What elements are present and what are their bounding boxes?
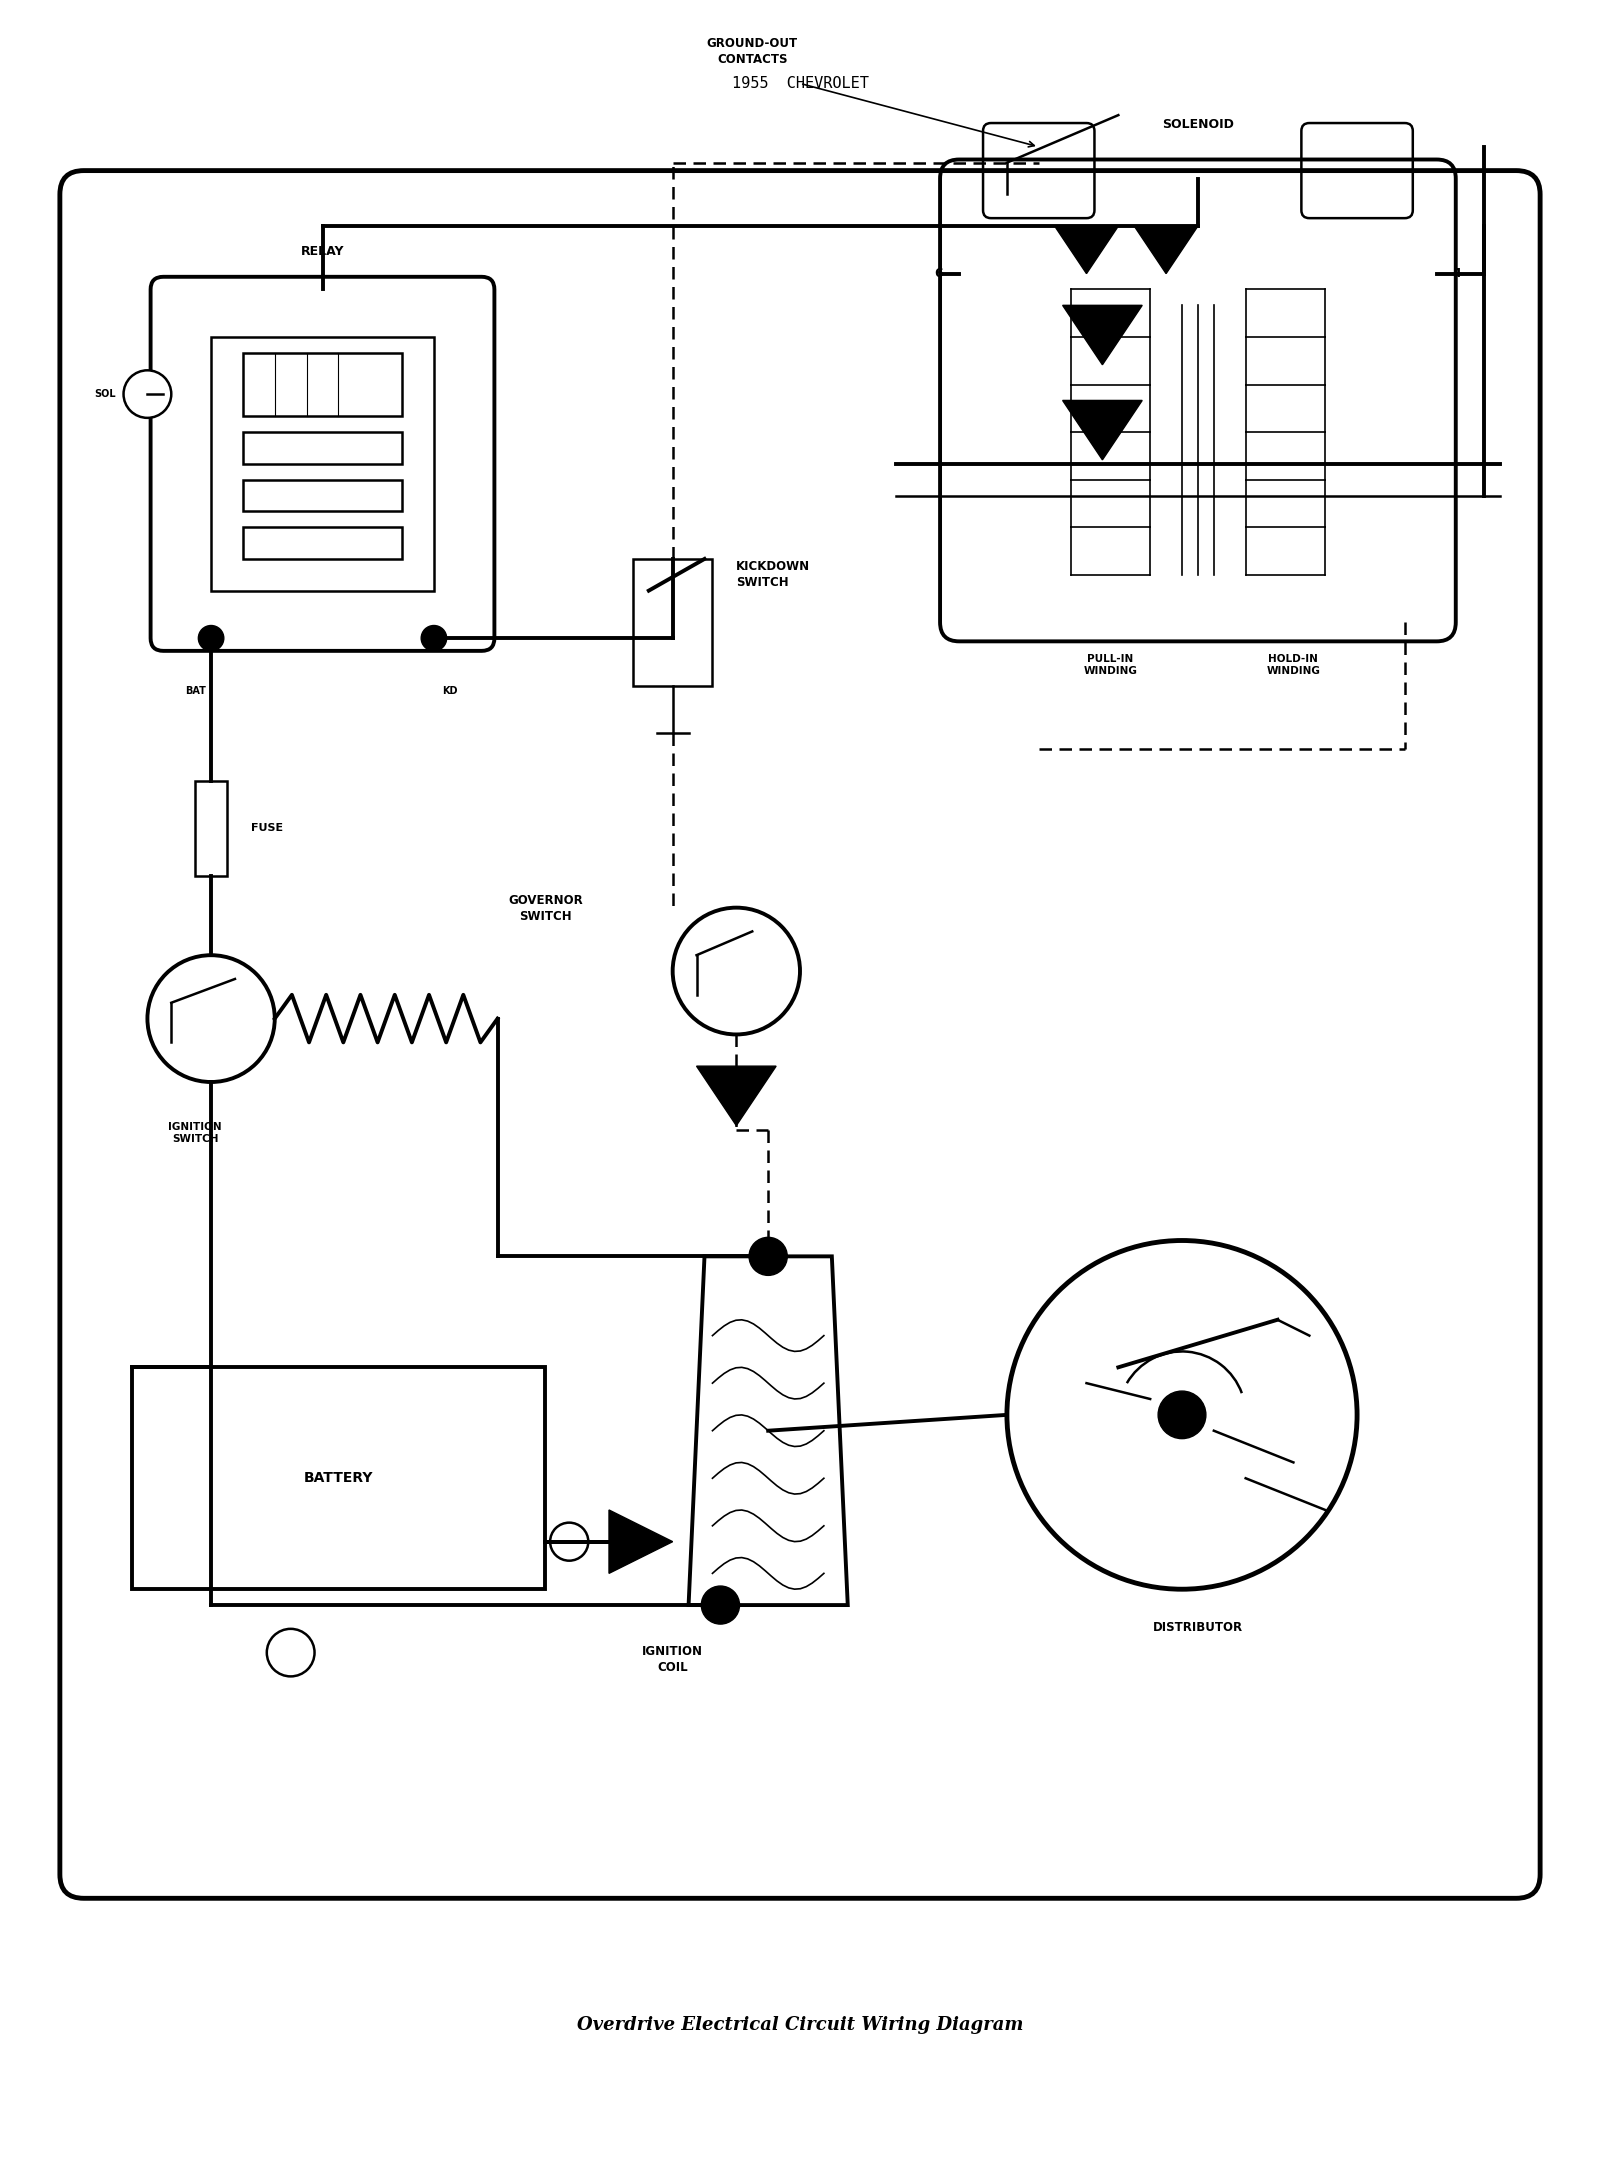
- Text: FUSE: FUSE: [251, 822, 283, 833]
- Bar: [131, 1368, 546, 1588]
- Text: Overdrive Electrical Circuit Wiring Diagram: Overdrive Electrical Circuit Wiring Diag…: [578, 2017, 1022, 2034]
- Circle shape: [1006, 1240, 1357, 1588]
- Polygon shape: [1134, 225, 1198, 273]
- Text: 4: 4: [1453, 266, 1461, 279]
- Polygon shape: [1062, 305, 1142, 366]
- Text: GROUND-OUT
CONTACTS: GROUND-OUT CONTACTS: [707, 37, 798, 67]
- Circle shape: [198, 625, 224, 651]
- Text: 1955  CHEVROLET: 1955 CHEVROLET: [731, 76, 869, 91]
- Text: 6: 6: [934, 266, 944, 279]
- Text: SOLENOID: SOLENOID: [1162, 119, 1234, 132]
- Circle shape: [421, 625, 446, 651]
- Bar: [211, 338, 434, 591]
- Polygon shape: [1054, 225, 1118, 273]
- Circle shape: [267, 1629, 315, 1677]
- Text: HOLD-IN
WINDING: HOLD-IN WINDING: [1267, 654, 1320, 677]
- Text: IGNITION
SWITCH: IGNITION SWITCH: [168, 1121, 222, 1145]
- Polygon shape: [688, 1257, 848, 1606]
- Circle shape: [749, 1238, 787, 1275]
- Polygon shape: [696, 1067, 776, 1125]
- Text: SOL: SOL: [94, 390, 115, 398]
- Polygon shape: [1062, 400, 1142, 461]
- Text: IGNITION
COIL: IGNITION COIL: [642, 1645, 702, 1673]
- Bar: [243, 433, 402, 463]
- Text: DISTRIBUTOR: DISTRIBUTOR: [1154, 1621, 1243, 1634]
- Text: KD: KD: [442, 686, 458, 697]
- Polygon shape: [610, 1510, 672, 1573]
- Bar: [634, 558, 712, 686]
- Bar: [243, 353, 402, 415]
- Circle shape: [701, 1586, 739, 1625]
- Circle shape: [123, 370, 171, 418]
- Text: GOVERNOR
SWITCH: GOVERNOR SWITCH: [507, 894, 582, 924]
- Text: RELAY: RELAY: [301, 245, 344, 258]
- Text: PULL-IN
WINDING: PULL-IN WINDING: [1083, 654, 1138, 677]
- Bar: [243, 528, 402, 558]
- Text: KICKDOWN
SWITCH: KICKDOWN SWITCH: [736, 560, 811, 589]
- Text: BAT: BAT: [184, 686, 206, 697]
- Bar: [195, 781, 227, 876]
- Bar: [243, 480, 402, 511]
- Circle shape: [1158, 1391, 1206, 1439]
- Circle shape: [550, 1523, 589, 1560]
- Circle shape: [147, 954, 275, 1082]
- Circle shape: [672, 907, 800, 1034]
- Text: BATTERY: BATTERY: [304, 1472, 373, 1485]
